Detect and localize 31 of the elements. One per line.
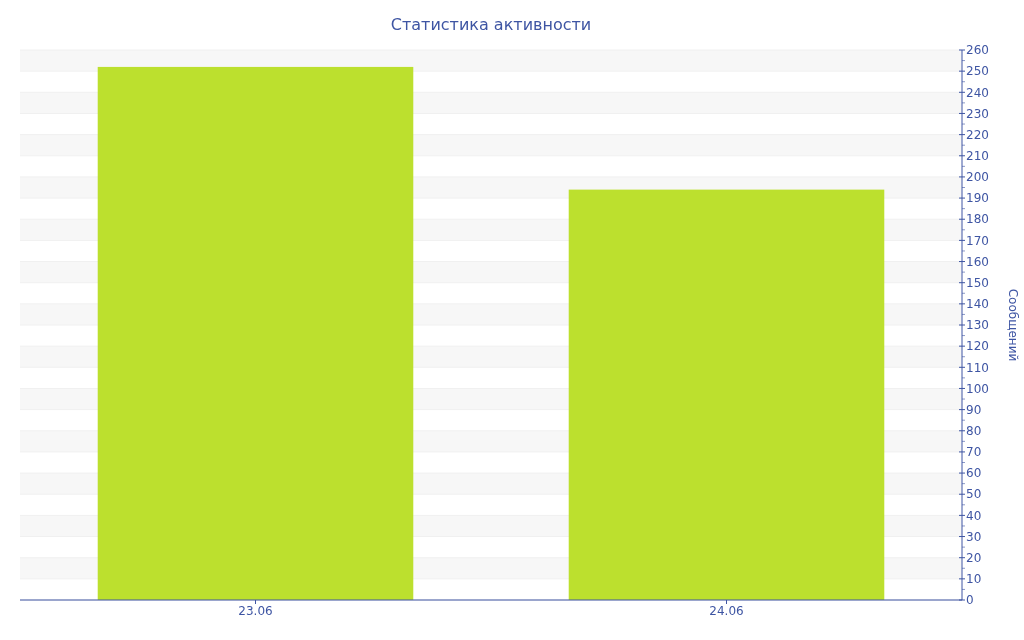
y-tick-label: 260 [966, 43, 989, 58]
y-tick-label: 190 [966, 191, 989, 206]
y-tick-label: 100 [966, 381, 989, 396]
y-tick-label: 0 [966, 593, 974, 608]
y-tick-label: 160 [966, 254, 989, 269]
y-tick-label: 40 [966, 508, 982, 523]
y-tick-label: 140 [966, 297, 989, 312]
y-tick-label: 110 [966, 360, 989, 375]
chart-title: Статистика активности [390, 15, 592, 34]
y-tick-label: 70 [966, 445, 982, 460]
x-tick-label: 23.06 [238, 604, 273, 618]
x-tick-label: 24.06 [709, 604, 744, 618]
y-tick-label: 170 [966, 233, 989, 248]
y-tick-label: 10 [966, 572, 982, 587]
y-tick-label: 60 [966, 466, 982, 481]
y-tick-label: 130 [966, 318, 989, 333]
y-axis-title: Сообщений [1006, 288, 1020, 362]
y-tick-label: 50 [966, 487, 982, 502]
y-tick-label: 30 [966, 529, 982, 544]
y-tick-label: 180 [966, 212, 989, 227]
y-tick-label: 200 [966, 170, 989, 185]
y-tick-label: 120 [966, 339, 989, 354]
y-tick-label: 230 [966, 106, 989, 121]
y-tick-label: 80 [966, 423, 982, 438]
y-tick-label: 250 [966, 64, 989, 79]
y-tick-label: 240 [966, 85, 989, 100]
y-tick-label: 20 [966, 550, 982, 565]
y-tick-label: 210 [966, 148, 989, 163]
y-tick-label: 150 [966, 275, 989, 290]
y-tick-label: 220 [966, 127, 989, 142]
y-tick-label: 90 [966, 402, 982, 417]
